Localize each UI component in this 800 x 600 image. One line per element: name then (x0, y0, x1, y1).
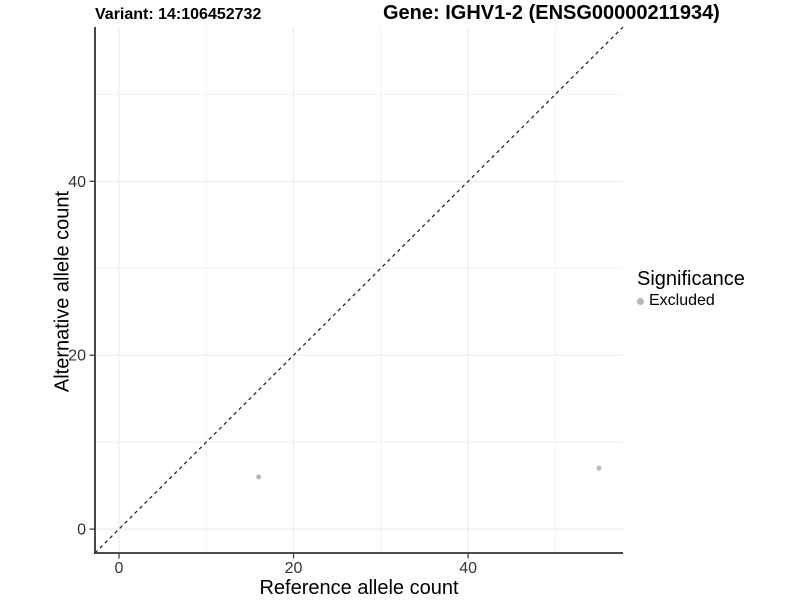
legend-title: Significance (637, 268, 745, 290)
legend-key-dot (637, 297, 644, 305)
x-tick-label: 40 (459, 560, 477, 577)
y-tick-label: 0 (77, 522, 86, 539)
variant-title: Variant: 14:106452732 (95, 6, 262, 23)
y-axis-title: Alternative allele count (51, 190, 74, 393)
legend: Significance Excluded (637, 267, 745, 310)
data-point (596, 465, 602, 471)
legend-item-label: Excluded (649, 292, 715, 309)
y-tick-label: 40 (68, 174, 86, 191)
gene-title: Gene: IGHV1-2 (ENSG00000211934) (383, 2, 720, 24)
y-tick-label: 20 (68, 348, 86, 365)
data-point (256, 474, 262, 480)
legend-item-excluded: Excluded (637, 292, 745, 310)
x-axis-title: Reference allele count (259, 577, 459, 599)
x-tick-label: 0 (115, 560, 124, 577)
identity-line (94, 26, 624, 554)
x-tick-label: 20 (285, 560, 303, 577)
